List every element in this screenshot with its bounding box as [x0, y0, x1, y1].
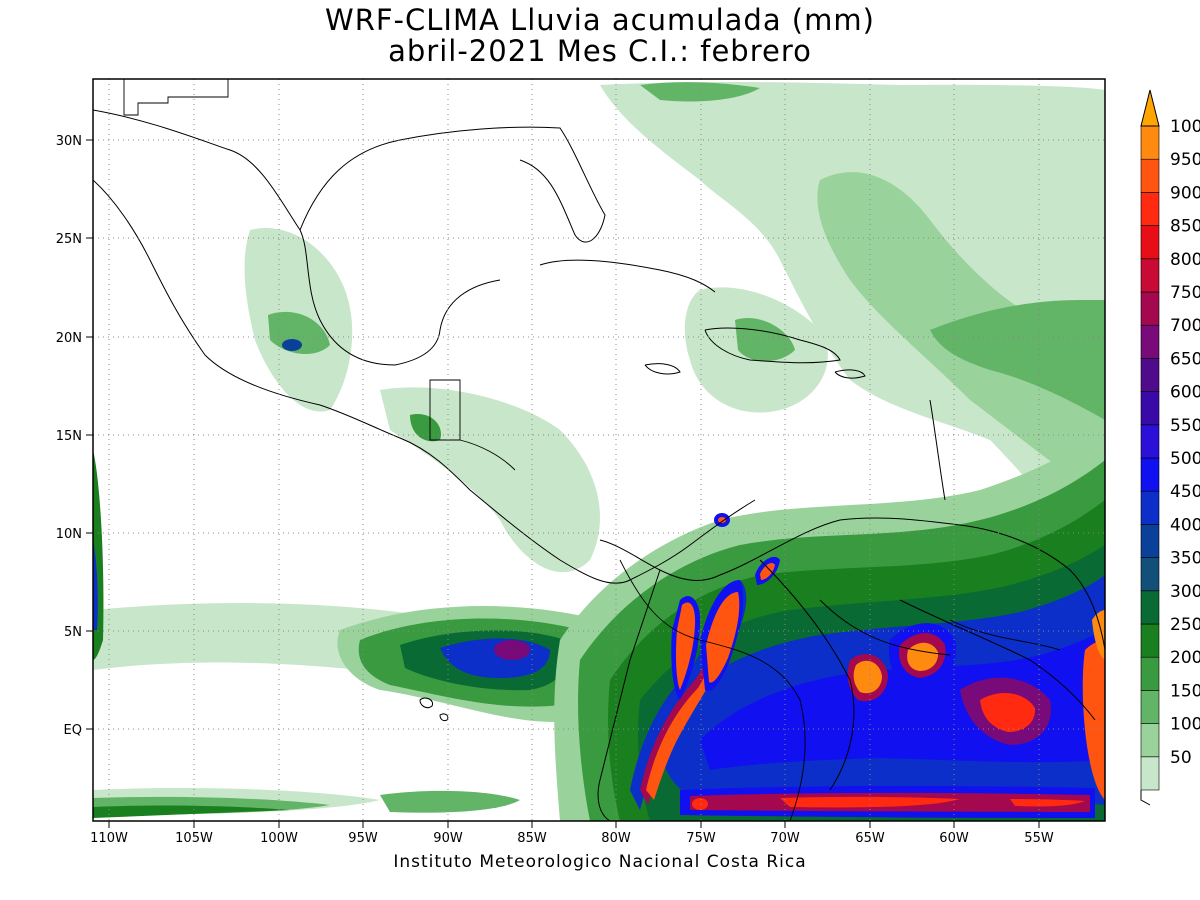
- colorbar-box: [1140, 324, 1160, 359]
- colorbar-box: [1140, 391, 1160, 426]
- colorbar-label: 50: [1170, 748, 1192, 768]
- coastlines: [93, 109, 1105, 821]
- colorbar-box: [1140, 158, 1160, 193]
- x-tick-label: 110W: [90, 831, 128, 846]
- colorbar-top-arrow: [1140, 89, 1160, 127]
- colorbar-label: 350: [1170, 549, 1200, 569]
- colorbar-box: [1140, 258, 1160, 293]
- map-title: WRF-CLIMA Lluvia acumulada (mm): [325, 3, 875, 37]
- x-tick-label: 55W: [1024, 831, 1054, 846]
- colorbar-label: 150: [1170, 681, 1200, 701]
- colorbar-box: [1140, 490, 1160, 525]
- colorbar-label: 100: [1170, 715, 1200, 735]
- colorbar-label: 400: [1170, 515, 1200, 535]
- y-tick-label: 5N: [64, 625, 82, 640]
- colorbar-label: 900: [1170, 183, 1200, 203]
- colorbar-box: [1140, 557, 1160, 592]
- y-tick-label: 30N: [56, 134, 82, 149]
- colorbar-box: [1140, 723, 1160, 758]
- x-tick-label: 70W: [770, 831, 800, 846]
- colorbar-label: 1000: [1170, 117, 1200, 137]
- x-tick-label: 100W: [260, 831, 298, 846]
- x-tick-label: 80W: [601, 831, 631, 846]
- colorbar-box: [1140, 756, 1160, 791]
- colorbar-box: [1140, 656, 1160, 691]
- colorbar-box: [1140, 524, 1160, 558]
- colorbar-box: [1140, 590, 1160, 625]
- colorbar-label: 750: [1170, 283, 1200, 303]
- colorbar-label: 600: [1170, 383, 1200, 403]
- colorbar-label: 650: [1170, 349, 1200, 369]
- colorbar-label: 450: [1170, 482, 1200, 502]
- colorbar-label: 550: [1170, 416, 1200, 436]
- colorbar-label: 800: [1170, 250, 1200, 270]
- colorbar-label: 700: [1170, 316, 1200, 336]
- colorbar-box: [1140, 291, 1160, 326]
- axis-ticks: [86, 139, 1040, 828]
- x-tick-label: 60W: [939, 831, 969, 846]
- colorbar-boxes: [1140, 125, 1160, 791]
- colorbar-box: [1140, 457, 1160, 492]
- map-subtitle: abril-2021 Mes C.I.: febrero: [388, 34, 812, 68]
- y-tick-label: EQ: [64, 723, 82, 738]
- x-tick-label: 105W: [175, 831, 213, 846]
- precipitation-field: [93, 79, 1105, 821]
- colorbar-box: [1140, 192, 1160, 226]
- colorbar-label: 300: [1170, 582, 1200, 602]
- institution-credit: Instituto Meteorologico Nacional Costa R…: [393, 852, 807, 872]
- gridlines: [93, 79, 1105, 821]
- colorbar-label: 200: [1170, 648, 1200, 668]
- colorbar-label: 850: [1170, 217, 1200, 237]
- x-tick-label: 90W: [433, 831, 463, 846]
- colorbar-label: 500: [1170, 449, 1200, 469]
- colorbar-labels: 1000 950 900 850 800 750 700 650 600 550 500 450 400…: [1170, 117, 1200, 768]
- colorbar-box: [1140, 358, 1160, 392]
- colorbar-label: 250: [1170, 615, 1200, 635]
- x-tick-label: 95W: [348, 831, 378, 846]
- colorbar-box: [1140, 424, 1160, 459]
- colorbar: 1000 950 900 850 800 750 700 650 600 550 500 450 400…: [1140, 89, 1200, 806]
- borders: [123, 79, 1061, 821]
- y-tick-label: 20N: [56, 331, 82, 346]
- colorbar-box: [1140, 125, 1160, 160]
- colorbar-box: [1140, 623, 1160, 658]
- colorbar-box: [1140, 690, 1160, 724]
- colorbar-label: 950: [1170, 150, 1200, 170]
- x-tick-label: 65W: [855, 831, 885, 846]
- colorbar-box: [1140, 225, 1160, 260]
- y-tick-label: 15N: [56, 429, 82, 444]
- y-tick-label: 25N: [56, 232, 82, 247]
- colorbar-bottom-end: [1140, 790, 1151, 806]
- x-tick-label: 75W: [686, 831, 716, 846]
- y-tick-label: 10N: [56, 527, 82, 542]
- map-border: [92, 78, 1106, 822]
- x-tick-label: 85W: [517, 831, 547, 846]
